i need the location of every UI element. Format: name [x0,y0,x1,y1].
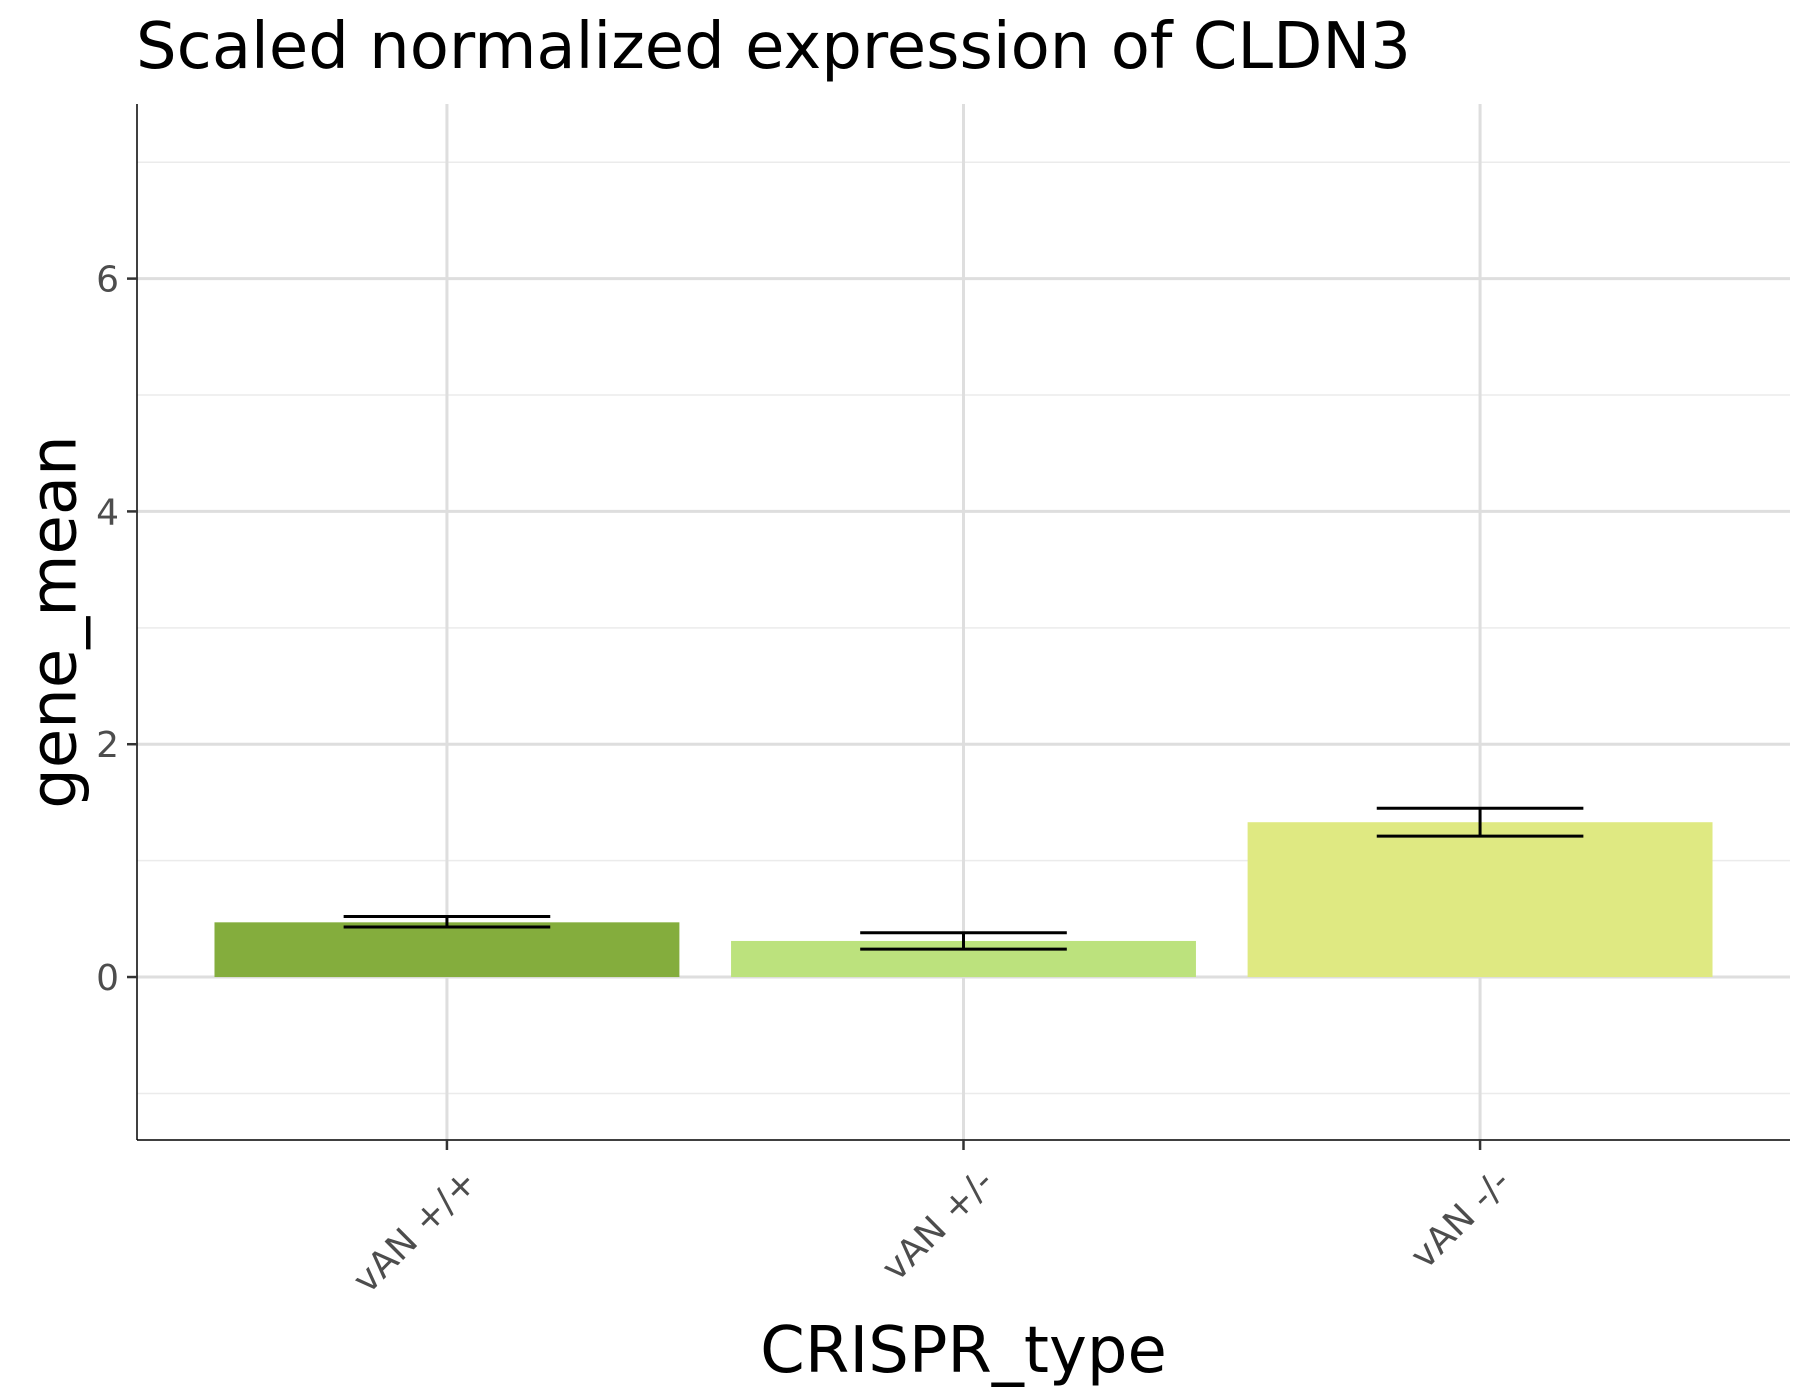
x-tick-label: vAN -/- [1403,1161,1519,1277]
y-tick-label: 6 [96,260,119,301]
y-tick-label: 0 [96,958,119,999]
bar-1 [214,922,680,978]
chart-title: Scaled normalized expression of CLDN3 [136,10,1411,84]
y-tick-label: 4 [96,492,119,533]
bar-3 [1247,822,1713,978]
x-tick-label: vAN +/- [874,1161,1002,1289]
y-tick-label: 2 [96,725,119,766]
x-tick-label: vAN +/+ [346,1161,486,1301]
x-axis-title: CRISPR_type [760,1314,1167,1388]
y-axis-title: gene_mean [18,435,92,808]
tick-layer: 0 2 4 6 vAN +/+ vAN +/- vAN -/- [96,260,1518,1302]
grid-layer [137,104,1790,1140]
bar-layer [214,822,1713,978]
error-bar-layer [343,806,1584,951]
